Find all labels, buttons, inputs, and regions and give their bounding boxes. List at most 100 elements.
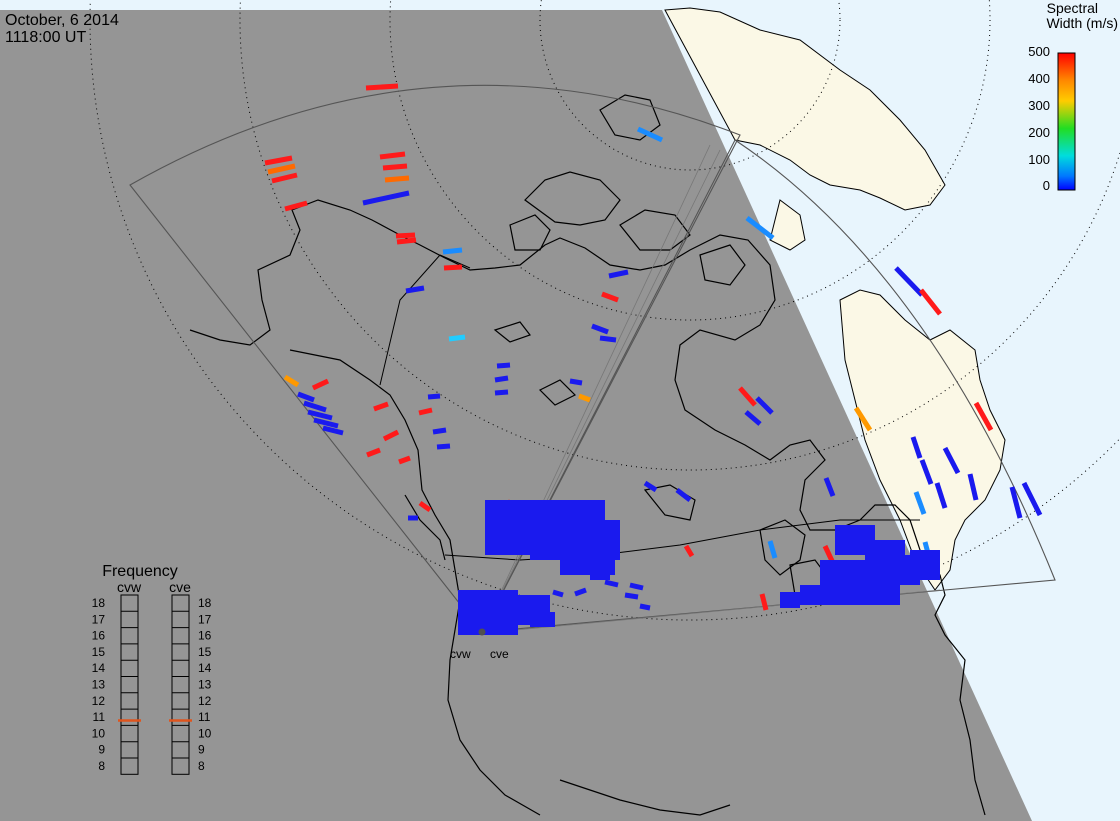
echo-cell (599, 335, 617, 343)
frequency-scale-label: 18 (198, 596, 212, 610)
echo-cluster (910, 550, 940, 580)
frequency-scale-label: 10 (92, 726, 106, 740)
echo-cell (738, 386, 757, 407)
frequency-scale-label: 8 (98, 759, 105, 773)
echo-cell (643, 480, 658, 493)
echo-cell (608, 269, 629, 279)
echo-cell (442, 247, 463, 255)
echo-cell (448, 334, 466, 342)
echo-cell (284, 200, 308, 212)
colorbar-tick-400: 400 (1028, 71, 1050, 86)
frequency-scale-label: 12 (92, 694, 106, 708)
echo-cell (913, 491, 927, 515)
echo-cell (744, 410, 762, 426)
frequency-scale-label: 14 (198, 661, 212, 675)
frequency-scale-label: 9 (98, 743, 105, 757)
echo-cell (384, 175, 410, 183)
echo-cell (574, 587, 587, 597)
frequency-box-cvw (120, 594, 139, 775)
frequency-scale-label: 14 (92, 661, 106, 675)
echo-cell (271, 172, 298, 184)
frequency-scale-label: 15 (198, 645, 212, 659)
echo-cell (418, 500, 432, 513)
frequency-scale-label: 11 (198, 710, 211, 724)
echo-cell (639, 603, 651, 611)
echo-cell (267, 163, 296, 175)
echo-cell (264, 155, 293, 166)
echo-cell (910, 436, 923, 459)
echo-cell (601, 291, 619, 303)
echo-cell (1021, 481, 1043, 517)
echo-cell (398, 455, 411, 465)
echo-cell (373, 401, 389, 412)
night-shading (0, 10, 1032, 821)
echo-cell (604, 579, 619, 588)
day-land (664, 7, 1006, 591)
frequency-title: Frequency (102, 563, 178, 580)
frequency-scale-label: 11 (93, 710, 106, 724)
echo-cell (436, 443, 451, 450)
echo-cell (624, 592, 639, 600)
echo-cell (405, 285, 425, 294)
echo-cluster (530, 612, 555, 627)
echo-cell (379, 151, 406, 160)
echo-cell (382, 163, 408, 171)
radar-site-marker (478, 628, 486, 636)
colorbar-tick-200: 200 (1028, 125, 1050, 140)
date-label: October, 6 2014 (5, 12, 119, 29)
echo-cell (759, 593, 769, 611)
echo-cell (675, 488, 692, 502)
colorbar-title-line1: Spectral (1047, 0, 1098, 16)
echo-cell (683, 544, 695, 558)
frequency-scale-label: 12 (198, 694, 212, 708)
echo-cell (427, 393, 441, 400)
echo-cell (552, 589, 564, 598)
site-label-cvw: cvw (450, 647, 471, 661)
frequency-scale-label: 16 (92, 629, 106, 643)
echo-cell (591, 323, 609, 335)
echo-cell (311, 378, 330, 391)
echo-cell (745, 216, 775, 240)
echo-cell (853, 406, 873, 432)
echo-cell (919, 459, 934, 485)
echo-cell (973, 401, 994, 432)
echo-cell (362, 190, 410, 206)
frequency-radar-left: cvw (117, 579, 142, 595)
echo-cell (636, 126, 664, 143)
echo-cell (418, 407, 433, 416)
echo-cell (432, 427, 447, 435)
echo-cell (894, 266, 924, 297)
echo-cell (297, 391, 315, 403)
echo-cell (307, 409, 333, 421)
frequency-scale-label: 17 (92, 612, 106, 626)
echo-cell (395, 232, 416, 239)
echo-cell (365, 83, 399, 91)
echo-cluster (470, 610, 490, 635)
echo-cell (578, 393, 591, 403)
time-label: 1118:00 UT (5, 29, 86, 46)
frequency-scale-label: 15 (92, 645, 106, 659)
echo-cell (1009, 486, 1023, 519)
frequency-scale-label: 13 (92, 678, 106, 692)
colorbar-tick-300: 300 (1028, 98, 1050, 113)
echo-cell (919, 288, 942, 316)
frequency-scale-label: 16 (198, 629, 212, 643)
colorbar-tick-500: 500 (1028, 44, 1050, 59)
echo-cell (496, 362, 511, 369)
echo-cell (823, 477, 836, 497)
frequency-scale-label: 9 (198, 743, 205, 757)
frequency-panel: Frequency cvw cve 18 17 16 15 14 13 12 11 10 9 8 18… (92, 563, 212, 775)
echo-cell (967, 473, 979, 501)
echo-cell (283, 374, 300, 388)
frequency-scale-label: 8 (198, 759, 205, 773)
echo-cluster (780, 592, 800, 608)
echo-cluster (590, 560, 610, 580)
echo-cell (494, 389, 509, 396)
latitude-grid (89, 0, 1120, 621)
echo-cluster (800, 585, 860, 605)
echo-cell (494, 375, 509, 383)
frequency-scale-label: 18 (92, 596, 106, 610)
echo-cell (366, 447, 381, 458)
frequency-scale-label: 17 (198, 612, 212, 626)
